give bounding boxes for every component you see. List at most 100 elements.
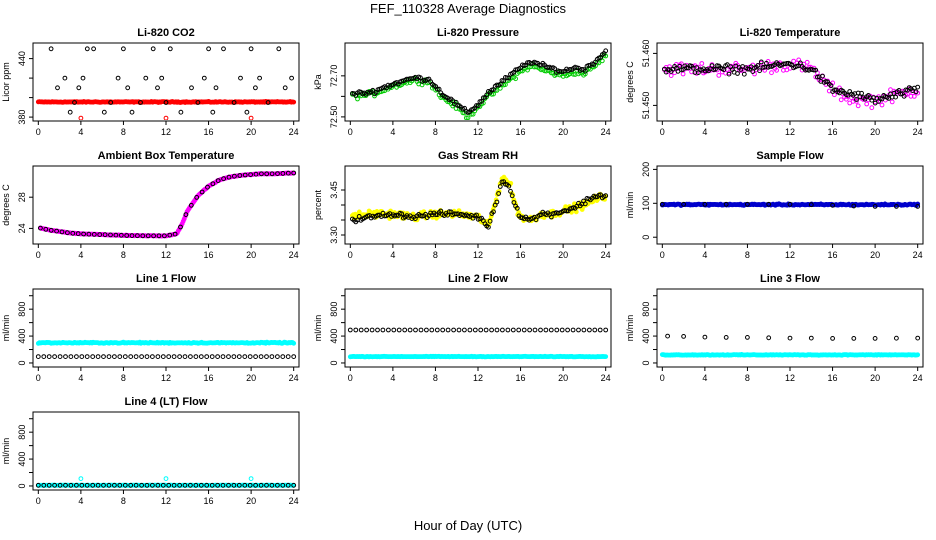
data-point xyxy=(521,327,527,333)
data-point xyxy=(291,354,297,360)
y-tick-label: 200 xyxy=(641,162,651,177)
data-point xyxy=(178,224,183,230)
data-point xyxy=(248,476,254,482)
data-point xyxy=(84,482,90,488)
y-tick-label: 24 xyxy=(17,223,27,233)
x-tick-label: 8 xyxy=(121,250,126,260)
series-group xyxy=(35,339,297,360)
panel-title: Li-820 Pressure xyxy=(437,27,519,39)
x-tick-label: 0 xyxy=(348,127,353,137)
data-point xyxy=(67,109,73,115)
data-point xyxy=(603,354,609,359)
data-point xyxy=(723,201,729,207)
data-point xyxy=(503,82,508,87)
data-point xyxy=(204,482,210,488)
series-group xyxy=(349,174,609,230)
data-point xyxy=(171,354,177,360)
x-tick-label: 4 xyxy=(390,373,395,383)
data-point xyxy=(150,46,156,52)
x-tick-label: 0 xyxy=(36,373,41,383)
data-point xyxy=(253,85,258,91)
data-point xyxy=(41,482,47,488)
data-point xyxy=(253,482,259,488)
panel-box-temp: Ambient Box Temperature degrees C 0 4 8 12 16 2… xyxy=(1,150,300,260)
data-point xyxy=(236,482,242,488)
data-point xyxy=(54,228,59,234)
data-point xyxy=(101,482,106,488)
data-point xyxy=(516,327,522,333)
data-point xyxy=(79,354,85,360)
series-group xyxy=(350,48,609,120)
data-point xyxy=(813,67,819,73)
data-point xyxy=(289,75,295,81)
data-point xyxy=(723,335,729,340)
data-point xyxy=(474,103,479,108)
data-point xyxy=(285,354,291,360)
panel-sample-flow: Sample Flow ml/min 0 4 8 12 16 20 24 0 100 200 xyxy=(625,150,924,260)
data-point xyxy=(413,327,418,333)
data-point xyxy=(159,75,165,81)
data-point xyxy=(257,75,263,81)
y-tick-label: 0 xyxy=(329,360,339,365)
data-point xyxy=(832,87,837,93)
panel-line4-flow: Line 4 (LT) Flow ml/min 0 4 8 12 16 20 24 0 400 800 xyxy=(1,396,300,506)
data-point xyxy=(247,482,253,488)
x-tick-label: 20 xyxy=(558,373,568,383)
data-point xyxy=(915,352,921,358)
data-point xyxy=(269,482,275,488)
data-point xyxy=(198,482,204,488)
x-tick-label: 4 xyxy=(702,250,707,260)
data-point xyxy=(226,174,232,180)
x-tick-label: 8 xyxy=(433,373,438,383)
data-point xyxy=(163,115,169,120)
data-point xyxy=(702,334,708,340)
data-point xyxy=(838,97,844,103)
panel-title: Li-820 Temperature xyxy=(740,27,841,39)
data-point xyxy=(869,105,875,111)
y-tick-label: 72.70 xyxy=(329,65,339,88)
data-point xyxy=(766,201,772,207)
data-point xyxy=(150,354,155,360)
data-point xyxy=(253,171,259,177)
data-point xyxy=(194,195,200,200)
series xyxy=(347,327,609,333)
data-point xyxy=(537,62,542,68)
data-point xyxy=(435,86,440,92)
series-group xyxy=(38,170,297,239)
x-tick-label: 4 xyxy=(390,250,395,260)
data-point xyxy=(43,226,49,232)
data-point xyxy=(46,354,52,360)
data-point xyxy=(242,354,248,360)
data-point xyxy=(269,171,275,177)
series xyxy=(350,48,609,115)
x-tick-label: 12 xyxy=(473,250,483,260)
data-point xyxy=(247,354,253,360)
data-point xyxy=(90,354,96,360)
data-point xyxy=(446,209,452,215)
plot-frame xyxy=(32,42,300,122)
panel-co2: Li-820 CO2 Licor ppm 0 4 8 12 16 20 24 380 440 xyxy=(1,27,300,137)
data-point xyxy=(494,199,500,205)
data-point xyxy=(236,354,242,360)
data-point xyxy=(893,94,898,100)
data-point xyxy=(95,354,101,360)
data-point xyxy=(213,85,219,91)
series xyxy=(38,170,297,239)
data-point xyxy=(445,327,451,333)
data-point xyxy=(702,201,708,207)
data-point xyxy=(285,170,291,176)
data-point xyxy=(52,482,57,488)
data-point xyxy=(513,76,518,82)
data-point xyxy=(665,333,670,339)
data-point xyxy=(68,354,74,360)
data-point xyxy=(193,482,199,488)
x-tick-label: 0 xyxy=(348,373,353,383)
data-point xyxy=(275,171,280,177)
data-point xyxy=(291,482,297,488)
data-point xyxy=(205,184,210,190)
data-point xyxy=(894,335,899,341)
data-point xyxy=(209,354,215,360)
panel-line1-flow: Line 1 Flow ml/min 0 4 8 12 16 20 24 0 400 800 xyxy=(1,273,300,383)
data-point xyxy=(135,233,140,239)
data-point xyxy=(424,327,429,333)
